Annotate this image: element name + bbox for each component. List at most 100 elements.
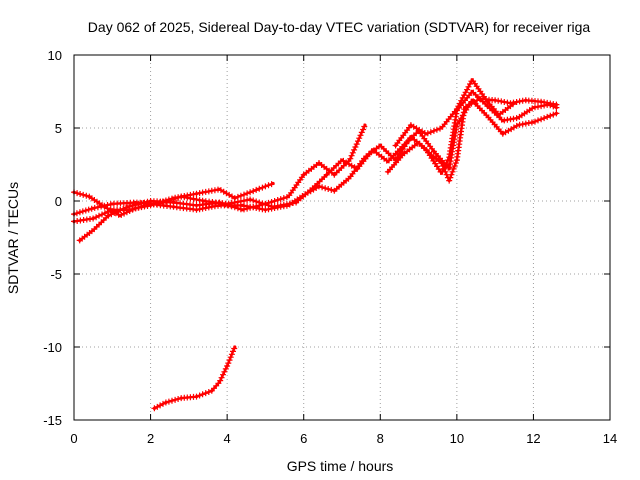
data-point (256, 187, 260, 191)
data-point (87, 195, 91, 199)
data-point (501, 132, 505, 136)
data-point (233, 345, 237, 349)
data-point (110, 208, 114, 212)
data-point (225, 364, 229, 368)
data-point (91, 206, 95, 210)
y-tick-label: 5 (55, 121, 62, 136)
data-point (424, 132, 428, 136)
data-point (118, 214, 122, 218)
series-markers (151, 345, 238, 412)
data-point (152, 406, 156, 410)
data-point (485, 114, 490, 118)
data-point (126, 205, 130, 209)
data-point (217, 380, 222, 384)
data-point (386, 170, 390, 174)
data-point (394, 143, 398, 148)
data-point (240, 208, 245, 212)
data-point (286, 195, 290, 199)
series-trail (73, 99, 557, 216)
data-point (455, 123, 459, 127)
data-point (531, 120, 536, 124)
y-tick-label: -5 (50, 267, 62, 282)
x-tick-label: 10 (450, 431, 464, 446)
data-point (317, 161, 321, 165)
data-point (516, 116, 520, 120)
data-point (110, 202, 114, 206)
series-track-7 (151, 345, 238, 412)
data-point (325, 173, 329, 177)
data-point (317, 184, 321, 188)
data-point (202, 199, 206, 203)
data-point (455, 107, 459, 111)
data-point (470, 78, 474, 82)
data-point (263, 208, 268, 212)
data-point (524, 98, 528, 102)
data-point (194, 395, 199, 399)
y-axis-label: SDTVAR / TECUs (5, 182, 21, 294)
data-point (332, 189, 336, 193)
data-point (470, 89, 474, 94)
x-tick-label: 6 (300, 431, 307, 446)
data-point (129, 208, 134, 212)
series-track-3 (76, 123, 368, 244)
data-point (455, 158, 459, 162)
data-point (340, 158, 344, 162)
data-point (439, 161, 444, 165)
data-point (179, 195, 183, 199)
plot-frame (73, 54, 611, 421)
data-point (91, 228, 95, 232)
data-point (401, 143, 405, 148)
data-point (271, 205, 275, 209)
data-point (233, 196, 237, 200)
data-point (363, 123, 367, 127)
series-trail (79, 124, 367, 242)
data-point (493, 98, 497, 102)
x-tick-label: 8 (377, 431, 384, 446)
data-point (355, 167, 359, 171)
chart-title: Day 062 of 2025, Sidereal Day-to-day VTE… (88, 19, 591, 35)
data-point (164, 400, 168, 405)
data-point (432, 155, 436, 159)
data-point (512, 101, 516, 105)
data-point (248, 197, 252, 202)
data-point (225, 202, 229, 206)
data-point (554, 103, 559, 107)
data-point (171, 200, 176, 205)
series-track-6 (392, 78, 516, 149)
data-point (478, 97, 482, 101)
data-point (194, 208, 199, 212)
data-point (485, 104, 490, 108)
data-point (539, 100, 543, 104)
data-point (439, 171, 444, 175)
data-point (447, 178, 451, 183)
data-point (133, 200, 137, 205)
series-markers (76, 123, 368, 244)
data-point (516, 123, 520, 127)
data-point (179, 396, 183, 400)
data-point (386, 159, 390, 164)
x-tick-label: 12 (526, 431, 540, 446)
data-point (171, 205, 176, 209)
data-point (302, 173, 306, 177)
data-series (71, 78, 560, 412)
data-point (106, 214, 111, 218)
data-point (401, 152, 405, 156)
data-point (91, 216, 95, 221)
data-point (332, 173, 336, 177)
series-track-4 (71, 98, 560, 218)
y-tick-label: -15 (43, 413, 62, 428)
data-point (462, 105, 467, 110)
grid-lines (74, 55, 610, 420)
data-point (416, 141, 421, 145)
data-point (271, 181, 275, 186)
data-point (210, 389, 214, 393)
x-axis-label: GPS time / hours (287, 458, 394, 474)
data-point (309, 187, 313, 191)
data-point (501, 119, 505, 123)
data-point (554, 111, 559, 115)
data-point (348, 176, 352, 180)
data-point (497, 113, 501, 117)
x-tick-label: 4 (224, 431, 231, 446)
data-point (217, 187, 222, 191)
